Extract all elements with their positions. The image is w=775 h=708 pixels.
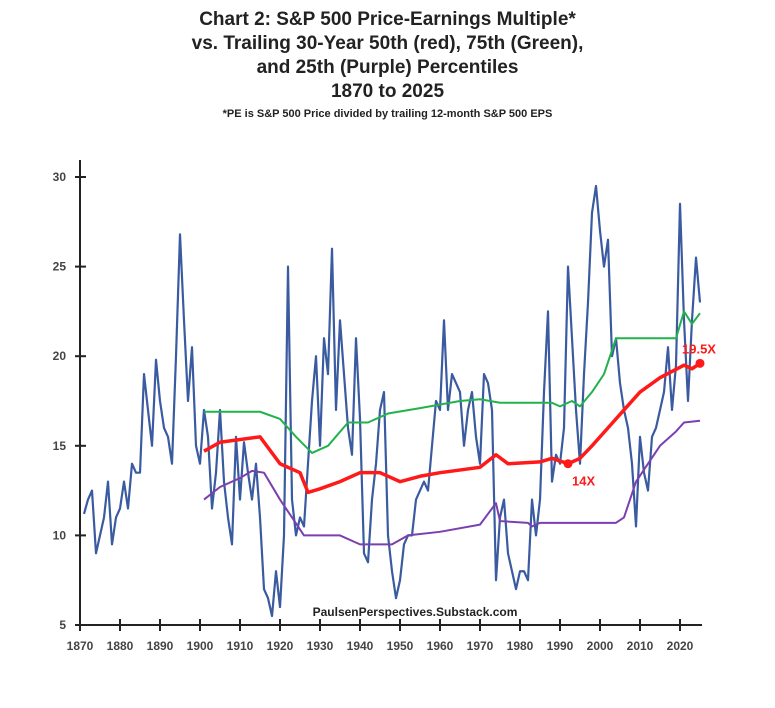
title-line-1: Chart 2: S&P 500 Price-Earnings Multiple… [199,9,576,30]
y-tick-label: 15 [53,439,67,453]
title-line-4: 1870 to 2025 [330,81,445,102]
series-line-p25 [203,419,701,546]
x-tick-label: 1960 [427,639,454,653]
y-tick-label: 25 [53,260,67,274]
series-line-pe [82,184,702,618]
annotation-marker [563,459,573,469]
annotation-marker [695,358,705,368]
x-tick-label: 1880 [107,639,134,653]
series-line-p50 [203,361,701,495]
x-tick-label: 1940 [347,639,374,653]
x-tick-label: 1920 [267,639,294,653]
y-tick-label: 30 [53,170,67,184]
x-tick-label: 1970 [467,639,494,653]
y-tick-label: 5 [59,618,66,632]
series-line-p75 [204,310,701,454]
title-line-2: vs. Trailing 30-Year 50th (red), 75th (G… [191,33,584,54]
x-tick-label: 1890 [147,639,174,653]
x-tick-label: 2000 [587,639,614,653]
annotation-label: 19.5X [682,341,716,356]
x-tick-label: 1990 [547,639,574,653]
x-tick-label: 1980 [507,639,534,653]
watermark: PaulsenPerspectives.Substack.com [313,605,518,619]
x-tick-label: 1950 [387,639,414,653]
x-tick-label: 1870 [67,639,94,653]
chart-subtitle: *PE is S&P 500 Price divided by trailing… [222,108,553,120]
chart-title: Chart 2: S&P 500 Price-Earnings Multiple… [0,8,775,104]
x-tick-label: 2010 [627,639,654,653]
x-tick-label: 2020 [667,639,694,653]
x-tick-label: 1900 [187,639,214,653]
x-tick-label: 1930 [307,639,334,653]
title-line-3: and 25th (Purple) Percentiles [256,57,519,78]
annotation-label: 14X [572,474,595,489]
x-tick-label: 1910 [227,639,254,653]
y-tick-label: 20 [53,349,67,363]
y-tick-label: 10 [53,528,67,542]
